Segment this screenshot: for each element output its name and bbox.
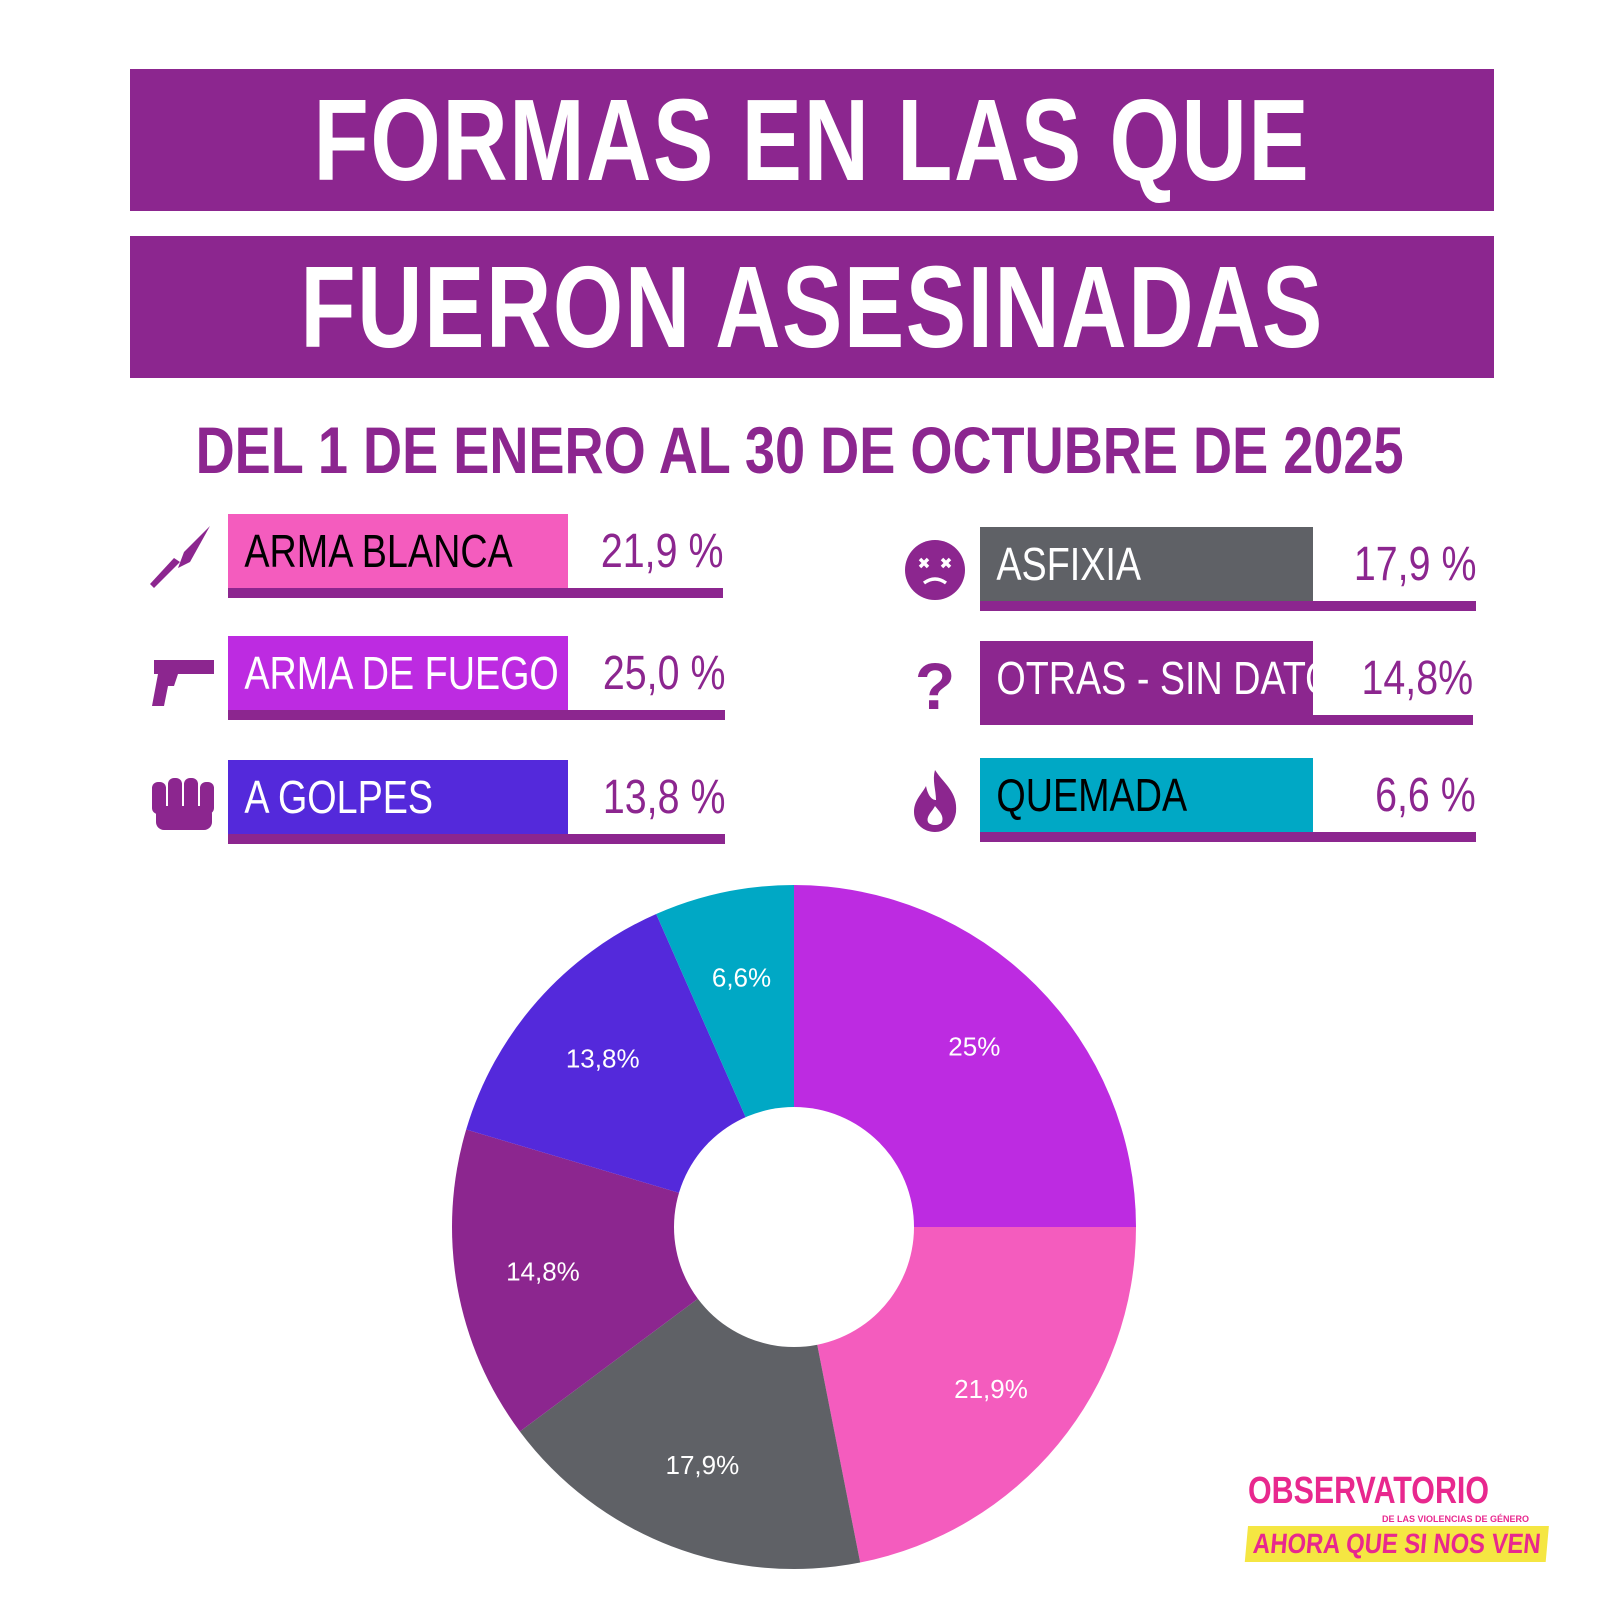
slice-label: 25% <box>948 1032 1000 1062</box>
legend-box: ARMA DE FUEGO <box>228 636 568 710</box>
legend-value: 21,9 % <box>574 514 723 588</box>
slice-label: 6,6% <box>712 962 771 992</box>
legend-label: ASFIXIA <box>996 538 1142 590</box>
logo-line-1: OBSERVATORIO <box>1248 1470 1489 1512</box>
legend-underline <box>228 710 725 720</box>
pie-slice <box>794 885 1136 1227</box>
title-line-2: FUERON ASESINADAS <box>130 236 1494 378</box>
legend-label: OTRAS - SIN DATOS <box>996 652 1360 704</box>
knife-icon <box>150 526 210 588</box>
subtitle-text: DEL 1 DE ENERO AL 30 DE OCTUBRE DE 2025 <box>195 413 1405 487</box>
legend-box: ASFIXIA <box>980 527 1313 601</box>
legend-label: A GOLPES <box>244 771 434 823</box>
legend-underline <box>980 832 1476 842</box>
slice-label: 21,9% <box>954 1374 1028 1404</box>
legend-value-text: 25,0 % <box>602 646 725 700</box>
legend-underline <box>980 715 1473 725</box>
logo-line-3: AHORA QUE SI NOS VEN <box>1244 1526 1550 1562</box>
legend-value-text: 14,8% <box>1361 651 1473 705</box>
slice-label: 13,8% <box>566 1043 640 1073</box>
logo-line-2: DE LAS VIOLENCIAS DE GÉNERO <box>1382 1514 1530 1524</box>
legend-underline <box>228 834 725 844</box>
legend-value-text: 21,9 % <box>600 524 723 578</box>
legend-row-arma-de-fuego: ARMA DE FUEGO 25,0 % <box>148 636 725 726</box>
legend-row-asfixia: ASFIXIA 17,9 % <box>900 527 1476 617</box>
legend-value: 6,6 % <box>1353 758 1476 832</box>
legend-label: QUEMADA <box>996 769 1188 821</box>
subtitle: DEL 1 DE ENERO AL 30 DE OCTUBRE DE 2025 <box>0 412 1600 488</box>
legend-row-arma-blanca: ARMA BLANCA 21,9 % <box>148 514 723 604</box>
legend-box: OTRAS - SIN DATOS <box>980 641 1360 715</box>
title-text-1: FORMAS EN LAS QUE <box>313 75 1311 205</box>
legend-underline <box>228 588 723 598</box>
legend-value: 17,9 % <box>1327 527 1476 601</box>
question-icon: ? <box>915 649 955 719</box>
legend-label: ARMA DE FUEGO <box>244 647 559 699</box>
legend-label: ARMA BLANCA <box>244 525 513 577</box>
legend-value-text: 13,8 % <box>602 770 725 824</box>
legend-value: 14,8% <box>1337 641 1473 715</box>
svg-text:?: ? <box>915 649 955 719</box>
title-line-1: FORMAS EN LAS QUE <box>130 69 1494 211</box>
gun-icon <box>152 660 214 706</box>
slice-label: 14,8% <box>506 1257 580 1287</box>
fist-icon <box>152 778 214 830</box>
legend-value: 13,8 % <box>576 760 725 834</box>
title-text-2: FUERON ASESINADAS <box>300 242 1324 372</box>
observatorio-logo: OBSERVATORIO DE LAS VIOLENCIAS DE GÉNERO… <box>1244 1470 1550 1570</box>
slice-label: 17,9% <box>665 1450 739 1480</box>
legend-box: ARMA BLANCA <box>228 514 568 588</box>
dizzy-face-icon <box>905 540 965 600</box>
legend-underline <box>980 601 1476 611</box>
legend-row-a-golpes: A GOLPES 13,8 % <box>148 760 725 850</box>
legend-box: A GOLPES <box>228 760 568 834</box>
legend-box: QUEMADA <box>980 758 1313 832</box>
legend-value-text: 17,9 % <box>1353 537 1476 591</box>
fire-icon <box>914 770 957 832</box>
donut-hole <box>674 1107 914 1347</box>
legend-row-quemada: QUEMADA 6,6 % <box>900 758 1476 848</box>
legend-row-otras-sin-datos: ? OTRAS - SIN DATOS 14,8% <box>900 641 1473 731</box>
legend-value: 25,0 % <box>576 636 725 710</box>
legend-value-text: 6,6 % <box>1375 768 1476 822</box>
